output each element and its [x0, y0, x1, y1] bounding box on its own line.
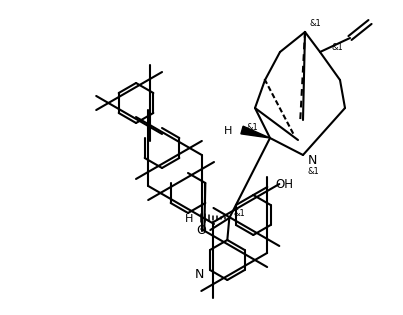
Text: &1: &1: [233, 209, 245, 219]
Text: H: H: [224, 126, 232, 136]
Text: &1: &1: [308, 167, 320, 175]
Text: &1: &1: [246, 123, 258, 133]
Text: &1: &1: [332, 43, 344, 53]
Text: OH: OH: [275, 179, 293, 192]
Text: N: N: [195, 267, 204, 280]
Text: H: H: [185, 214, 193, 224]
Text: N: N: [308, 153, 318, 167]
Text: O: O: [196, 224, 206, 237]
Text: &1: &1: [310, 20, 322, 28]
Polygon shape: [241, 126, 270, 138]
